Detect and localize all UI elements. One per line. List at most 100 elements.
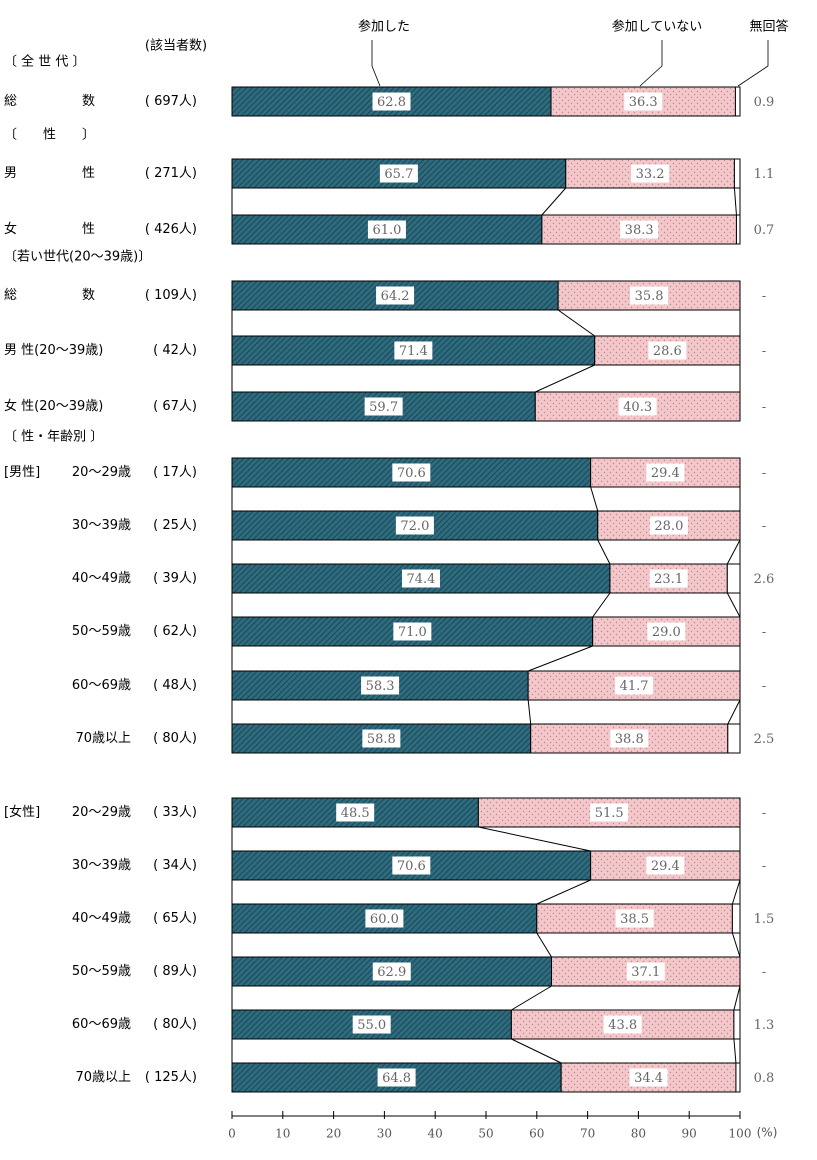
value-label-no-answer: 2.6 (754, 572, 775, 587)
value-label-box (615, 909, 654, 928)
value-label-no-answer: - (762, 466, 766, 481)
value-label-box (626, 962, 665, 981)
row-label: 男 性 (4, 166, 95, 181)
value-label-no-answer: - (762, 289, 766, 304)
connector-frame (231, 187, 741, 216)
value-label-box (618, 397, 657, 416)
bar-not-participated (597, 510, 741, 541)
section-label: 〔 全 世 代 〕 (4, 54, 86, 70)
connector-line (731, 932, 741, 958)
value-label-participated: 62.8 (377, 95, 406, 110)
value-label-box (648, 341, 687, 360)
row-label: 総 数 (4, 94, 95, 109)
row-count: ( 39人) (153, 571, 197, 586)
row-count: ( 62人) (153, 624, 197, 639)
row-count: ( 109人) (145, 288, 197, 303)
section-label: 〔若い世代(20～39歳)〕 (4, 249, 151, 265)
row-count: ( 17人) (153, 465, 197, 480)
bar-no-answer (733, 158, 741, 189)
value-label-box (367, 220, 406, 239)
value-label-box (590, 803, 629, 822)
connector-frame (231, 645, 741, 672)
value-label-box (377, 1068, 416, 1087)
x-tick-label: 70 (580, 1127, 595, 1141)
value-label-box (646, 463, 685, 482)
value-label-not-participated: 51.5 (595, 806, 624, 821)
value-label-participated: 71.4 (399, 344, 428, 359)
row-sublabel: 40～49歳 (72, 571, 131, 586)
x-tick-label: 80 (631, 1127, 646, 1141)
row-sublabel: 50～59歳 (72, 964, 131, 979)
connector-line (733, 1038, 737, 1064)
connector-line (727, 699, 741, 725)
value-label-box (376, 286, 415, 305)
connector-frame (231, 364, 741, 393)
value-label-participated: 59.7 (369, 400, 398, 415)
legend-label-2: 無回答 (749, 19, 788, 35)
bar-not-participated (477, 797, 741, 828)
value-label-participated: 60.0 (370, 912, 399, 927)
value-label-not-participated: 38.3 (625, 223, 654, 238)
x-tick-label: 10 (275, 1127, 290, 1141)
value-label-box (393, 622, 432, 641)
connector-frame (231, 985, 741, 1011)
value-label-box (336, 803, 375, 822)
bar-no-answer (735, 1062, 741, 1093)
value-label-box (364, 397, 403, 416)
x-tick-label: 100 (729, 1127, 752, 1141)
value-label-no-answer: 1.5 (754, 912, 775, 927)
connector-line (527, 645, 593, 672)
value-label-box (352, 1015, 391, 1034)
row-label: [女性] (4, 804, 40, 820)
connector-line (536, 932, 552, 958)
row-count: ( 89人) (153, 964, 197, 979)
value-label-no-answer: - (762, 965, 766, 980)
bar-participated (231, 1062, 562, 1093)
connector-line (592, 592, 611, 618)
bar-no-answer (727, 723, 741, 754)
value-label-participated: 72.0 (400, 519, 429, 534)
x-tick-label: 0 (228, 1127, 236, 1141)
legend-leader-line-1 (639, 40, 663, 87)
connector-line (478, 826, 591, 852)
value-label-not-participated: 29.4 (651, 859, 680, 874)
value-label-not-participated: 35.8 (635, 289, 664, 304)
row-count: ( 697人) (145, 94, 197, 109)
connector-frame (231, 1038, 741, 1064)
connector-frame (231, 826, 741, 852)
connector-frame (231, 699, 741, 725)
value-label-box (361, 676, 400, 695)
bar-no-answer (733, 1009, 741, 1040)
value-label-not-participated: 37.1 (631, 965, 660, 980)
value-label-not-participated: 28.6 (653, 344, 682, 359)
value-label-not-participated: 38.8 (615, 732, 644, 747)
value-label-not-participated: 28.0 (654, 519, 683, 534)
bar-participated (231, 1009, 512, 1040)
value-label-participated: 58.3 (366, 679, 395, 694)
value-label-box (379, 164, 418, 183)
value-label-no-answer: - (762, 400, 766, 415)
value-label-not-participated: 29.0 (652, 625, 681, 640)
bar-not-participated (550, 86, 736, 117)
connector-line (511, 985, 552, 1011)
connector-frame (231, 592, 741, 618)
connector-line (535, 364, 595, 393)
connector-line (557, 309, 596, 337)
legend-label-1: 参加していない (612, 19, 703, 35)
row-label: 男 性(20～39歳) (4, 343, 103, 358)
x-tick-label: 20 (326, 1127, 341, 1141)
row-count: ( 80人) (153, 731, 197, 746)
value-label-box (649, 516, 688, 535)
connector-line (733, 187, 737, 216)
value-label-box (630, 286, 669, 305)
row-count: ( 25人) (153, 518, 197, 533)
value-label-box (624, 92, 663, 111)
x-tick-label: 30 (377, 1127, 392, 1141)
value-label-box (649, 569, 688, 588)
row-label: 女 性(20～39歳) (4, 398, 103, 414)
bar-no-answer (726, 563, 741, 594)
value-label-box (646, 856, 685, 875)
row-count: ( 42人) (153, 343, 197, 358)
value-label-no-answer: - (762, 625, 766, 640)
connector-line (536, 879, 591, 905)
